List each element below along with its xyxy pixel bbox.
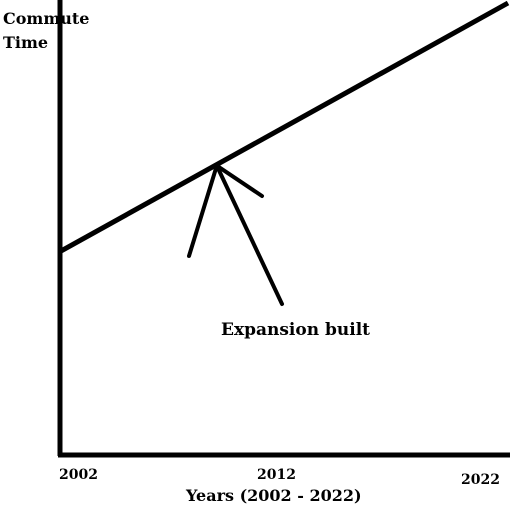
- x-tick-label: 2012: [257, 467, 296, 483]
- x-axis-label: Years (2002 - 2022): [186, 486, 362, 505]
- series-line: [58, 0, 510, 254]
- annotation-label: Expansion built: [221, 320, 371, 340]
- annotation-arrow: [187, 163, 284, 306]
- x-tick-label: 2002: [59, 467, 98, 483]
- y-axis-label-line-1: Commute: [3, 9, 90, 28]
- x-tick-label: 2022: [461, 472, 500, 488]
- y-axis-label-line-2: Time: [3, 33, 49, 52]
